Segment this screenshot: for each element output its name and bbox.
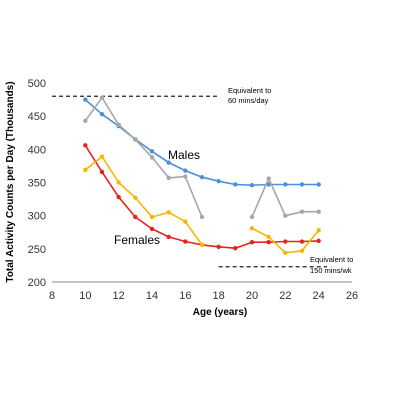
series-4-point: [299, 248, 305, 254]
series-4-point: [183, 219, 188, 224]
series-4-point: [266, 234, 271, 240]
males-point: [149, 149, 155, 154]
series-2-point: [249, 214, 255, 220]
females-point: [299, 239, 305, 244]
females-point: [216, 244, 221, 250]
x-tick-label: 18: [213, 290, 225, 302]
males-point: [266, 182, 271, 187]
females-point: [183, 239, 188, 244]
y-tick-label: 250: [28, 244, 46, 256]
series-4-line: [84, 155, 203, 246]
x-axis-title: Age (years): [193, 307, 247, 318]
males-line: [84, 98, 319, 186]
males-point: [249, 182, 255, 188]
females-point: [149, 226, 155, 232]
x-tick-label: 22: [279, 290, 291, 302]
series-2-point: [266, 176, 271, 181]
series-2-line: [84, 96, 203, 218]
series-2-point: [133, 137, 138, 142]
males-point: [233, 182, 238, 187]
y-tick-label: 350: [28, 178, 46, 190]
females-point: [99, 169, 105, 175]
x-tick-label: 14: [146, 290, 158, 302]
series-4-point: [199, 242, 205, 248]
females-point: [249, 240, 255, 245]
series-4-point: [149, 214, 155, 220]
y-tick-label: 200: [28, 277, 46, 289]
y-tick-label: 450: [28, 111, 46, 123]
females-point: [283, 239, 288, 244]
series-2-point: [166, 175, 171, 181]
females-point: [266, 240, 271, 245]
y-tick-label: 300: [28, 211, 46, 223]
x-tick-label: 8: [49, 290, 55, 302]
series-2-point: [183, 174, 188, 179]
series-label-females: Females: [114, 233, 160, 247]
reference-label-60-line1: Equivalent to: [228, 86, 271, 95]
series-4-point: [133, 195, 138, 200]
series-4-point: [316, 228, 321, 233]
males-point: [166, 160, 171, 165]
series-2-point: [83, 118, 88, 124]
series-2-point: [116, 122, 121, 127]
data-series: [83, 95, 321, 256]
reference-label-150-line2: 150 mins/wk: [310, 266, 352, 275]
females-point: [316, 238, 321, 244]
y-axis-title: Total Activity Counts per Day (Thousands…: [5, 81, 16, 282]
series-4-point: [283, 250, 288, 256]
females-point: [233, 245, 238, 251]
y-tick-label: 500: [28, 78, 46, 90]
females-point: [83, 143, 88, 148]
x-tick-label: 26: [346, 290, 358, 302]
series-4-point: [116, 180, 121, 185]
series-2-point: [149, 155, 155, 160]
x-tick-label: 24: [313, 290, 325, 302]
series-4-point: [83, 167, 88, 173]
males-point: [283, 182, 288, 187]
males-point: [316, 182, 321, 187]
series-2-point: [316, 209, 321, 214]
females-point: [133, 214, 138, 220]
females-point: [116, 194, 121, 200]
series-4-point: [166, 210, 171, 215]
males-point: [99, 111, 105, 117]
males-point: [183, 168, 188, 173]
males-point: [199, 174, 205, 180]
males-point: [216, 178, 221, 184]
x-tick-label: 16: [179, 290, 191, 302]
x-tick-label: 12: [113, 290, 125, 302]
series-4-point: [249, 226, 255, 231]
males-point: [83, 97, 88, 102]
x-tick-label: 10: [79, 290, 91, 302]
series-2-point: [283, 213, 288, 218]
tick-labels: 8 10 12 14 16 18 20 22 24 26 200 250 300 350 400 450 500: [28, 78, 358, 302]
females-point: [166, 234, 171, 240]
x-tick-label: 20: [246, 290, 258, 302]
series-2-point: [99, 95, 105, 100]
series-4-point: [99, 154, 105, 159]
males-point: [299, 182, 305, 187]
reference-label-60-line2: 60 mins/day: [228, 96, 269, 105]
reference-label-150-line1: Equivalent to: [310, 255, 353, 264]
series-label-males: Males: [168, 148, 200, 162]
series-2-point: [199, 214, 205, 220]
series-2-point: [299, 209, 305, 214]
y-tick-label: 400: [28, 144, 46, 156]
